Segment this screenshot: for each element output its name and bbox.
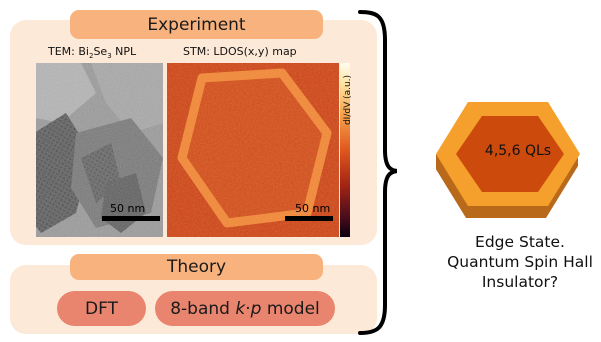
kp-prefix: 8-band <box>170 298 236 319</box>
platelet-label: 4,5,6 QLs <box>484 143 552 159</box>
curly-brace <box>358 10 397 335</box>
tem-caption: TEM: Bi2Se3 NPL <box>48 45 136 60</box>
theory-title: Theory <box>70 254 323 280</box>
hexagon-platelet <box>436 102 580 218</box>
experiment-title: Experiment <box>70 10 323 39</box>
tem-caption-text-3: NPL <box>111 45 137 58</box>
kp-rest: model <box>261 298 320 319</box>
kp-dot: · <box>245 298 251 319</box>
stm-caption: STM: LDOS(x,y) map <box>183 45 297 58</box>
colorbar <box>340 63 350 237</box>
dft-pill: DFT <box>57 291 146 326</box>
kp-k: k <box>235 298 246 319</box>
tem-caption-text-1: TEM: Bi <box>48 45 89 58</box>
tem-image: 50 nm <box>36 63 163 237</box>
tem-caption-text-2: Se <box>93 45 108 58</box>
kp-p: p <box>250 298 262 319</box>
result-text: Edge State. Quantum Spin Hall Insulator? <box>445 232 595 292</box>
kp-model-pill: 8-band k · p model <box>155 291 335 326</box>
result-line-2: Quantum Spin Hall <box>447 253 593 271</box>
stm-image-graphic <box>167 63 339 237</box>
result-line-3: Insulator? <box>481 273 559 291</box>
stm-scale-label: 50 nm <box>295 202 331 215</box>
result-line-1: Edge State. <box>475 233 565 251</box>
tem-caption-sub-2: 3 <box>107 52 112 61</box>
tem-image-graphic <box>36 63 163 237</box>
stm-image: 50 nm <box>167 63 339 237</box>
colorbar-label: dI/dV (a.u.) <box>343 74 353 126</box>
tem-scale-label: 50 nm <box>110 202 146 215</box>
tem-caption-sub-1: 2 <box>88 52 94 61</box>
